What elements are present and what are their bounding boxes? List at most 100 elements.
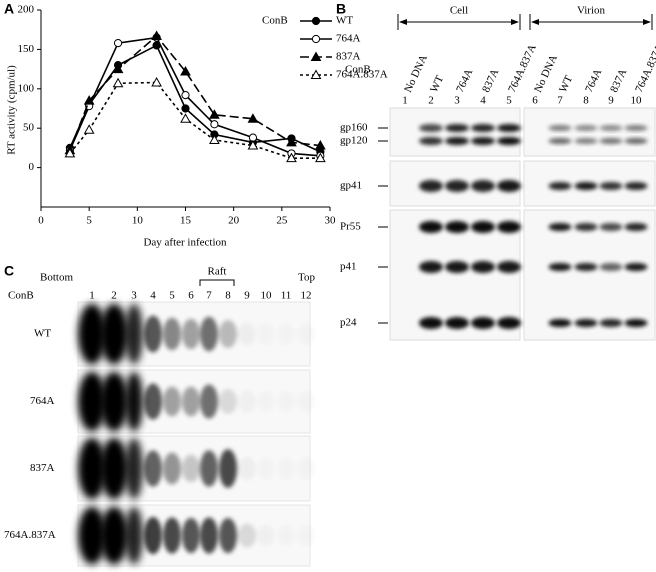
- fraction-number: 10: [261, 290, 273, 302]
- blot-band: [599, 319, 623, 327]
- blot-band: [599, 125, 623, 131]
- blot-band: [419, 137, 443, 145]
- blot-band: [100, 371, 128, 432]
- blot-band: [144, 383, 162, 420]
- blot-band: [548, 125, 572, 131]
- blot-band: [445, 180, 469, 192]
- bottom-label: Bottom: [40, 272, 73, 284]
- data-point: [286, 152, 297, 163]
- fraction-number: 11: [281, 290, 292, 302]
- blot-band: [471, 261, 495, 273]
- blot-band: [125, 371, 143, 432]
- blot-band: [445, 261, 469, 273]
- blot-panel: [523, 107, 656, 157]
- data-point: [209, 109, 220, 119]
- legend-title: ConB: [262, 15, 288, 27]
- blot-panel: [523, 160, 656, 207]
- band-label: gp41: [340, 180, 362, 192]
- raft-label: Raft: [208, 266, 227, 278]
- blot-band: [163, 517, 181, 554]
- data-point: [210, 120, 219, 129]
- blot-band: [574, 182, 598, 190]
- lane-number: 6: [532, 95, 538, 107]
- blot-band: [277, 525, 295, 547]
- x-tick-label: 30: [325, 215, 337, 227]
- blot-band: [419, 180, 443, 192]
- blot-band: [163, 317, 181, 351]
- fraction-number: 1: [89, 290, 95, 302]
- blot-band: [78, 437, 106, 500]
- blot-band: [257, 323, 275, 346]
- blot-band: [445, 124, 469, 132]
- data-point: [83, 95, 95, 105]
- raft-bracket: [199, 279, 235, 286]
- lane-number: 10: [631, 95, 643, 107]
- y-tick-label: 100: [18, 82, 35, 94]
- blot-band: [471, 317, 495, 329]
- blot-band: [548, 182, 572, 190]
- legend-label: WT: [336, 15, 353, 27]
- blot-band: [100, 506, 128, 565]
- blot-band: [548, 138, 572, 144]
- blot-band: [445, 317, 469, 329]
- y-tick-label: 50: [23, 122, 35, 134]
- blot-band: [200, 517, 218, 554]
- arrow-head: [531, 19, 539, 25]
- lane-number: 8: [583, 95, 589, 107]
- blot-band: [624, 263, 648, 271]
- blot-band: [624, 223, 648, 231]
- fraction-number: 5: [169, 290, 175, 302]
- blot-band: [78, 303, 106, 365]
- data-point: [64, 147, 76, 158]
- lane-number: 3: [454, 95, 460, 107]
- blot-band: [471, 137, 495, 145]
- blot-band: [445, 137, 469, 145]
- blot-band: [497, 317, 521, 329]
- band-label: gp120: [340, 135, 368, 147]
- blot-band: [125, 303, 143, 365]
- blot-band: [624, 182, 648, 190]
- blot-band: [574, 319, 598, 327]
- blot-band: [419, 317, 443, 329]
- lane-number: 4: [480, 95, 486, 107]
- blot-band: [624, 319, 648, 327]
- data-point: [113, 38, 123, 48]
- fraction-number: 6: [188, 290, 194, 302]
- blot-band: [163, 452, 181, 485]
- fraction-number: 3: [131, 290, 137, 302]
- blot-band: [297, 323, 315, 346]
- top-label: Top: [298, 272, 315, 284]
- blot-band: [497, 180, 521, 192]
- blot-band: [200, 384, 218, 419]
- blot-band: [100, 437, 128, 500]
- blot-band: [125, 437, 143, 500]
- arrow-head: [399, 19, 407, 25]
- blot-band: [624, 138, 648, 144]
- blot-band: [497, 221, 521, 233]
- blot-band: [548, 223, 572, 231]
- y-axis-label: RT activity (cpm/ul): [6, 65, 18, 155]
- group-label: Cell: [450, 5, 468, 17]
- arrow-head: [643, 19, 651, 25]
- data-point: [112, 63, 124, 74]
- blot-band: [497, 137, 521, 145]
- blot-band: [471, 221, 495, 233]
- x-tick-label: 0: [38, 215, 44, 227]
- blot-band: [238, 523, 256, 548]
- blot-band: [497, 261, 521, 273]
- blot-band: [125, 506, 143, 565]
- series-line: [69, 34, 321, 151]
- x-tick-label: 5: [86, 215, 92, 227]
- blot-band: [419, 124, 443, 132]
- blot-band: [297, 390, 315, 412]
- data-point: [247, 140, 259, 150]
- y-tick-label: 200: [18, 4, 35, 16]
- data-point: [180, 65, 191, 76]
- blot-band: [182, 517, 200, 554]
- blot-band: [471, 180, 495, 192]
- blot-band: [599, 263, 623, 271]
- blot-band: [574, 223, 598, 231]
- blot-band: [277, 390, 295, 412]
- data-point: [151, 30, 162, 41]
